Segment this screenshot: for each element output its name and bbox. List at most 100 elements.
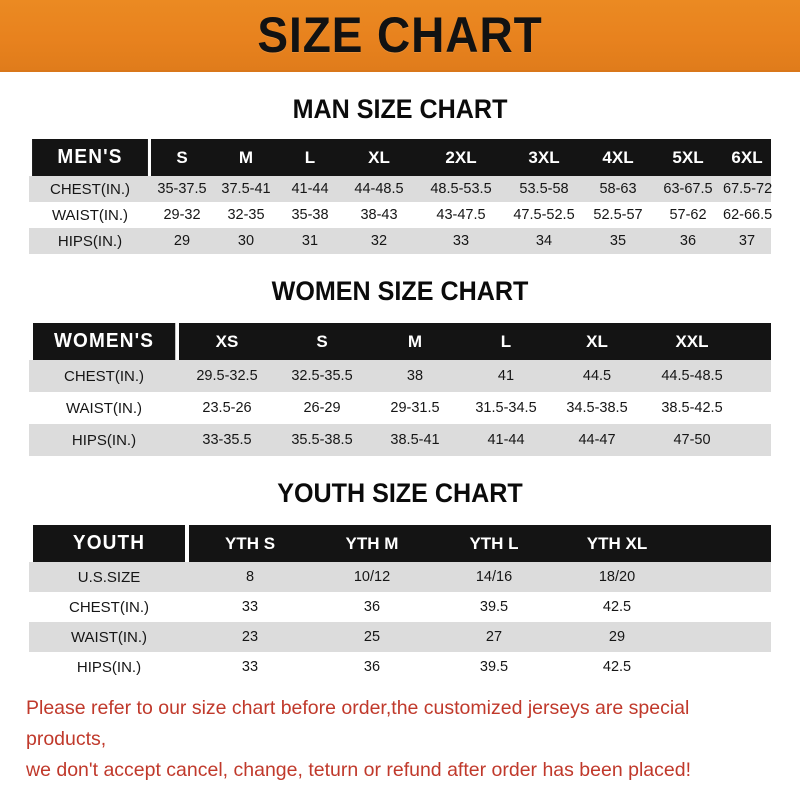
row-label: WAIST(IN.) bbox=[29, 392, 179, 424]
cell: 33 bbox=[189, 592, 311, 622]
youth-header-cell bbox=[679, 525, 771, 562]
cell: 25 bbox=[311, 622, 433, 652]
cell: 23.5-26 bbox=[179, 392, 275, 424]
cell: 37 bbox=[723, 228, 771, 254]
cell: 47-50 bbox=[643, 424, 741, 456]
cell: 47.5-52.5 bbox=[505, 202, 583, 228]
cell: 33 bbox=[189, 652, 311, 682]
cell: 62-66.5 bbox=[723, 202, 772, 228]
cell: 8 bbox=[189, 562, 311, 592]
table-row: HIPS(IN.) 33 36 39.5 42.5 bbox=[29, 652, 771, 682]
women-header-cell: S bbox=[275, 323, 369, 360]
cell bbox=[741, 392, 771, 424]
cell: 63-67.5 bbox=[653, 176, 723, 202]
women-size-table: WOMEN'S XS S M L XL XXL CHEST(IN.) 29.5-… bbox=[29, 323, 771, 456]
man-header-cell: S bbox=[151, 139, 213, 176]
cell: 33 bbox=[417, 228, 505, 254]
cell: 29-32 bbox=[151, 202, 213, 228]
youth-header-cell: YTH L bbox=[433, 525, 555, 562]
man-header-cell: L bbox=[279, 139, 341, 176]
man-header-cell: XL bbox=[341, 139, 417, 176]
table-row: CHEST(IN.) 29.5-32.5 32.5-35.5 38 41 44.… bbox=[29, 360, 771, 392]
row-label: CHEST(IN.) bbox=[29, 176, 151, 202]
cell: 26-29 bbox=[275, 392, 369, 424]
cell: 42.5 bbox=[555, 652, 679, 682]
cell: 29 bbox=[555, 622, 679, 652]
cell: 39.5 bbox=[433, 592, 555, 622]
table-row: WAIST(IN.) 29-32 32-35 35-38 38-43 43-47… bbox=[29, 202, 772, 228]
cell: 32.5-35.5 bbox=[275, 360, 369, 392]
row-label: HIPS(IN.) bbox=[29, 424, 179, 456]
table-row: WAIST(IN.) 23.5-26 26-29 29-31.5 31.5-34… bbox=[29, 392, 771, 424]
cell: 35 bbox=[583, 228, 653, 254]
cell: 67.5-72 bbox=[723, 176, 772, 202]
women-header-row: WOMEN'S XS S M L XL XXL bbox=[29, 323, 771, 360]
man-header-cell: 2XL bbox=[417, 139, 505, 176]
women-header-cell: WOMEN'S bbox=[32, 323, 176, 360]
youth-header-cell: YOUTH bbox=[33, 525, 185, 562]
cell: 38-43 bbox=[341, 202, 417, 228]
cell: 43-47.5 bbox=[417, 202, 505, 228]
cell: 32 bbox=[341, 228, 417, 254]
cell: 41 bbox=[461, 360, 551, 392]
cell: 36 bbox=[311, 592, 433, 622]
table-row: U.S.SIZE 8 10/12 14/16 18/20 bbox=[29, 562, 771, 592]
footer-line-1: Please refer to our size chart before or… bbox=[26, 697, 690, 750]
cell: 35.5-38.5 bbox=[275, 424, 369, 456]
footer-line-2: we don't accept cancel, change, teturn o… bbox=[26, 759, 691, 781]
cell: 18/20 bbox=[555, 562, 679, 592]
cell: 32-35 bbox=[213, 202, 279, 228]
women-header-cell: M bbox=[369, 323, 461, 360]
footer-note: Please refer to our size chart before or… bbox=[0, 693, 800, 786]
women-header-cell: XL bbox=[551, 323, 643, 360]
cell: 23 bbox=[189, 622, 311, 652]
section-title-women: WOMEN SIZE CHART bbox=[271, 276, 529, 306]
table-row: WAIST(IN.) 23 25 27 29 bbox=[29, 622, 771, 652]
cell: 10/12 bbox=[311, 562, 433, 592]
cell: 39.5 bbox=[433, 652, 555, 682]
cell: 14/16 bbox=[433, 562, 555, 592]
table-row: CHEST(IN.) 33 36 39.5 42.5 bbox=[29, 592, 771, 622]
cell: 52.5-57 bbox=[583, 202, 653, 228]
cell: 34 bbox=[505, 228, 583, 254]
man-header-cell: 6XL bbox=[723, 139, 771, 176]
row-label: HIPS(IN.) bbox=[29, 228, 151, 254]
man-size-table: MEN'S S M L XL 2XL 3XL 4XL 5XL 6XL CHEST… bbox=[29, 139, 772, 254]
cell: 34.5-38.5 bbox=[551, 392, 643, 424]
cell: 44.5-48.5 bbox=[643, 360, 741, 392]
man-header-cell: M bbox=[213, 139, 279, 176]
cell: 44-47 bbox=[551, 424, 643, 456]
row-label: WAIST(IN.) bbox=[29, 202, 151, 228]
man-header-row: MEN'S S M L XL 2XL 3XL 4XL 5XL 6XL bbox=[29, 139, 771, 176]
cell: 27 bbox=[433, 622, 555, 652]
man-header-cell: 4XL bbox=[583, 139, 653, 176]
women-header-cell: XXL bbox=[643, 323, 741, 360]
cell: 36 bbox=[653, 228, 723, 254]
page-title: SIZE CHART bbox=[257, 7, 543, 63]
man-header-cell: 5XL bbox=[653, 139, 723, 176]
row-label: U.S.SIZE bbox=[29, 562, 189, 592]
cell: 31 bbox=[279, 228, 341, 254]
cell: 35-37.5 bbox=[151, 176, 213, 202]
row-label: HIPS(IN.) bbox=[29, 652, 189, 682]
row-label: WAIST(IN.) bbox=[29, 622, 189, 652]
table-row: HIPS(IN.) 33-35.5 35.5-38.5 38.5-41 41-4… bbox=[29, 424, 771, 456]
cell: 41-44 bbox=[461, 424, 551, 456]
youth-header-row: YOUTH YTH S YTH M YTH L YTH XL bbox=[29, 525, 771, 562]
cell: 53.5-58 bbox=[505, 176, 583, 202]
cell: 37.5-41 bbox=[213, 176, 279, 202]
cell: 58-63 bbox=[583, 176, 653, 202]
cell bbox=[741, 360, 771, 392]
cell: 29-31.5 bbox=[369, 392, 461, 424]
section-title-man: MAN SIZE CHART bbox=[292, 94, 508, 124]
cell bbox=[741, 424, 771, 456]
cell: 38.5-41 bbox=[369, 424, 461, 456]
cell bbox=[679, 592, 771, 622]
youth-header-cell: YTH M bbox=[311, 525, 433, 562]
cell: 57-62 bbox=[653, 202, 723, 228]
page-banner: SIZE CHART bbox=[0, 0, 800, 72]
cell: 35-38 bbox=[279, 202, 341, 228]
cell: 41-44 bbox=[279, 176, 341, 202]
row-label: CHEST(IN.) bbox=[29, 592, 189, 622]
